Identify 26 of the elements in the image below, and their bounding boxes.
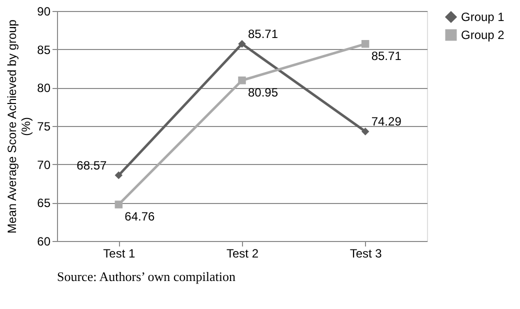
y-tick-label: 85: [37, 42, 51, 57]
point: [114, 200, 123, 208]
data-label: 85.71: [371, 48, 402, 63]
y-tick-label: 70: [37, 158, 51, 172]
x-tick-label: Test 2: [226, 246, 259, 260]
x-tick-label: Test 3: [350, 246, 382, 260]
data-label: 64.76: [124, 210, 156, 224]
x-tick-label: Test 1: [103, 246, 136, 260]
legend-label: Group 1: [461, 10, 505, 24]
y-tick-label: 80: [37, 81, 51, 96]
data-label: 74.29: [371, 114, 402, 128]
y-axis-title: Mean Average Score Achieved by group (%): [5, 19, 34, 234]
legend-label: Group 2: [461, 28, 505, 42]
y-tick-label: 75: [37, 120, 51, 134]
point: [238, 76, 246, 84]
point: [114, 171, 123, 180]
point: [238, 40, 246, 48]
data-label: 85.71: [248, 26, 278, 41]
point: [361, 128, 370, 136]
data-label: 68.57: [76, 158, 108, 172]
y-tick-label: 60: [37, 234, 51, 248]
y-tick-label: 90: [37, 4, 51, 18]
source-note: Source: Authors’ own compilation: [57, 269, 236, 284]
data-label: 80.95: [248, 85, 278, 100]
point: [361, 40, 370, 48]
y-tick-label: 65: [37, 196, 51, 210]
